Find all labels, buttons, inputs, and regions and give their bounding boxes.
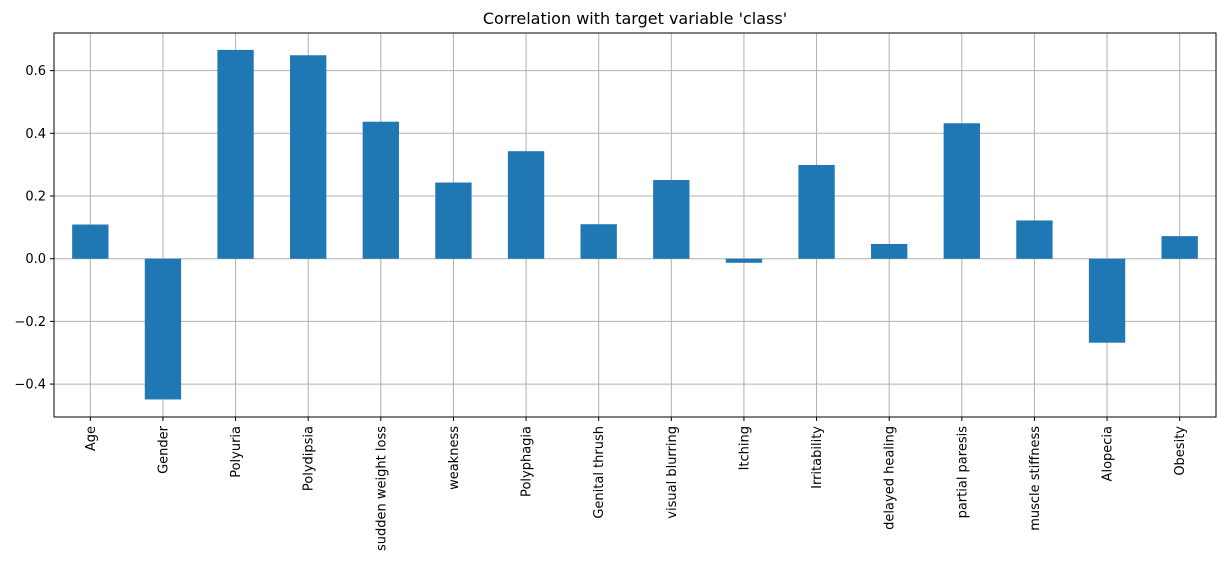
y-tick-label: 0.4 [25, 127, 46, 142]
y-tick-label: 0.6 [25, 64, 46, 79]
x-tick-label: partial paresis [955, 426, 970, 519]
y-axis: −0.4 −0.2 0.0 0.2 0.4 0.6 [14, 64, 54, 393]
bar [725, 258, 763, 263]
x-tick-label: delayed healing [883, 426, 898, 530]
x-tick-label: muscle stiffness [1028, 426, 1043, 531]
x-tick-label: sudden weight loss [374, 426, 389, 551]
x-tick-label: Polyphagia [520, 426, 535, 497]
bar [144, 258, 182, 400]
x-tick-label: Age [84, 426, 99, 451]
x-tick-label: Gender [156, 425, 171, 474]
x-axis: Age Gender Polyuria Polydipsia sudden weight… [84, 417, 1188, 551]
plot-frame [53, 32, 1217, 418]
y-tick-label: −0.2 [14, 315, 46, 330]
bar [435, 182, 472, 259]
bar [72, 224, 109, 259]
x-tick-label: weakness [447, 426, 462, 490]
x-tick-label: Alopecia [1101, 426, 1116, 481]
x-tick-label: Itching [737, 426, 752, 470]
bar [653, 180, 690, 259]
bar [580, 224, 617, 259]
bar [798, 164, 835, 259]
x-tick-label: Irritability [810, 426, 825, 489]
x-tick-label: Polydipsia [302, 426, 317, 491]
bar [1088, 258, 1126, 343]
y-tick-label: −0.4 [14, 378, 46, 393]
chart-title: Correlation with target variable 'class' [483, 9, 787, 28]
bar-layer [72, 49, 1198, 400]
bar [871, 243, 908, 259]
x-tick-label: Obesity [1173, 426, 1188, 476]
bar [290, 55, 327, 259]
bar [1016, 220, 1053, 259]
bar [943, 123, 980, 259]
x-tick-label: Genital thrush [592, 426, 607, 519]
x-tick-label: visual blurring [665, 426, 680, 519]
bar [507, 151, 545, 259]
bar [362, 121, 399, 259]
y-tick-label: 0.2 [25, 190, 46, 205]
bar [1161, 236, 1198, 259]
y-tick-label: 0.0 [25, 252, 46, 267]
x-tick-label: Polyuria [229, 426, 244, 478]
bar [217, 49, 254, 259]
